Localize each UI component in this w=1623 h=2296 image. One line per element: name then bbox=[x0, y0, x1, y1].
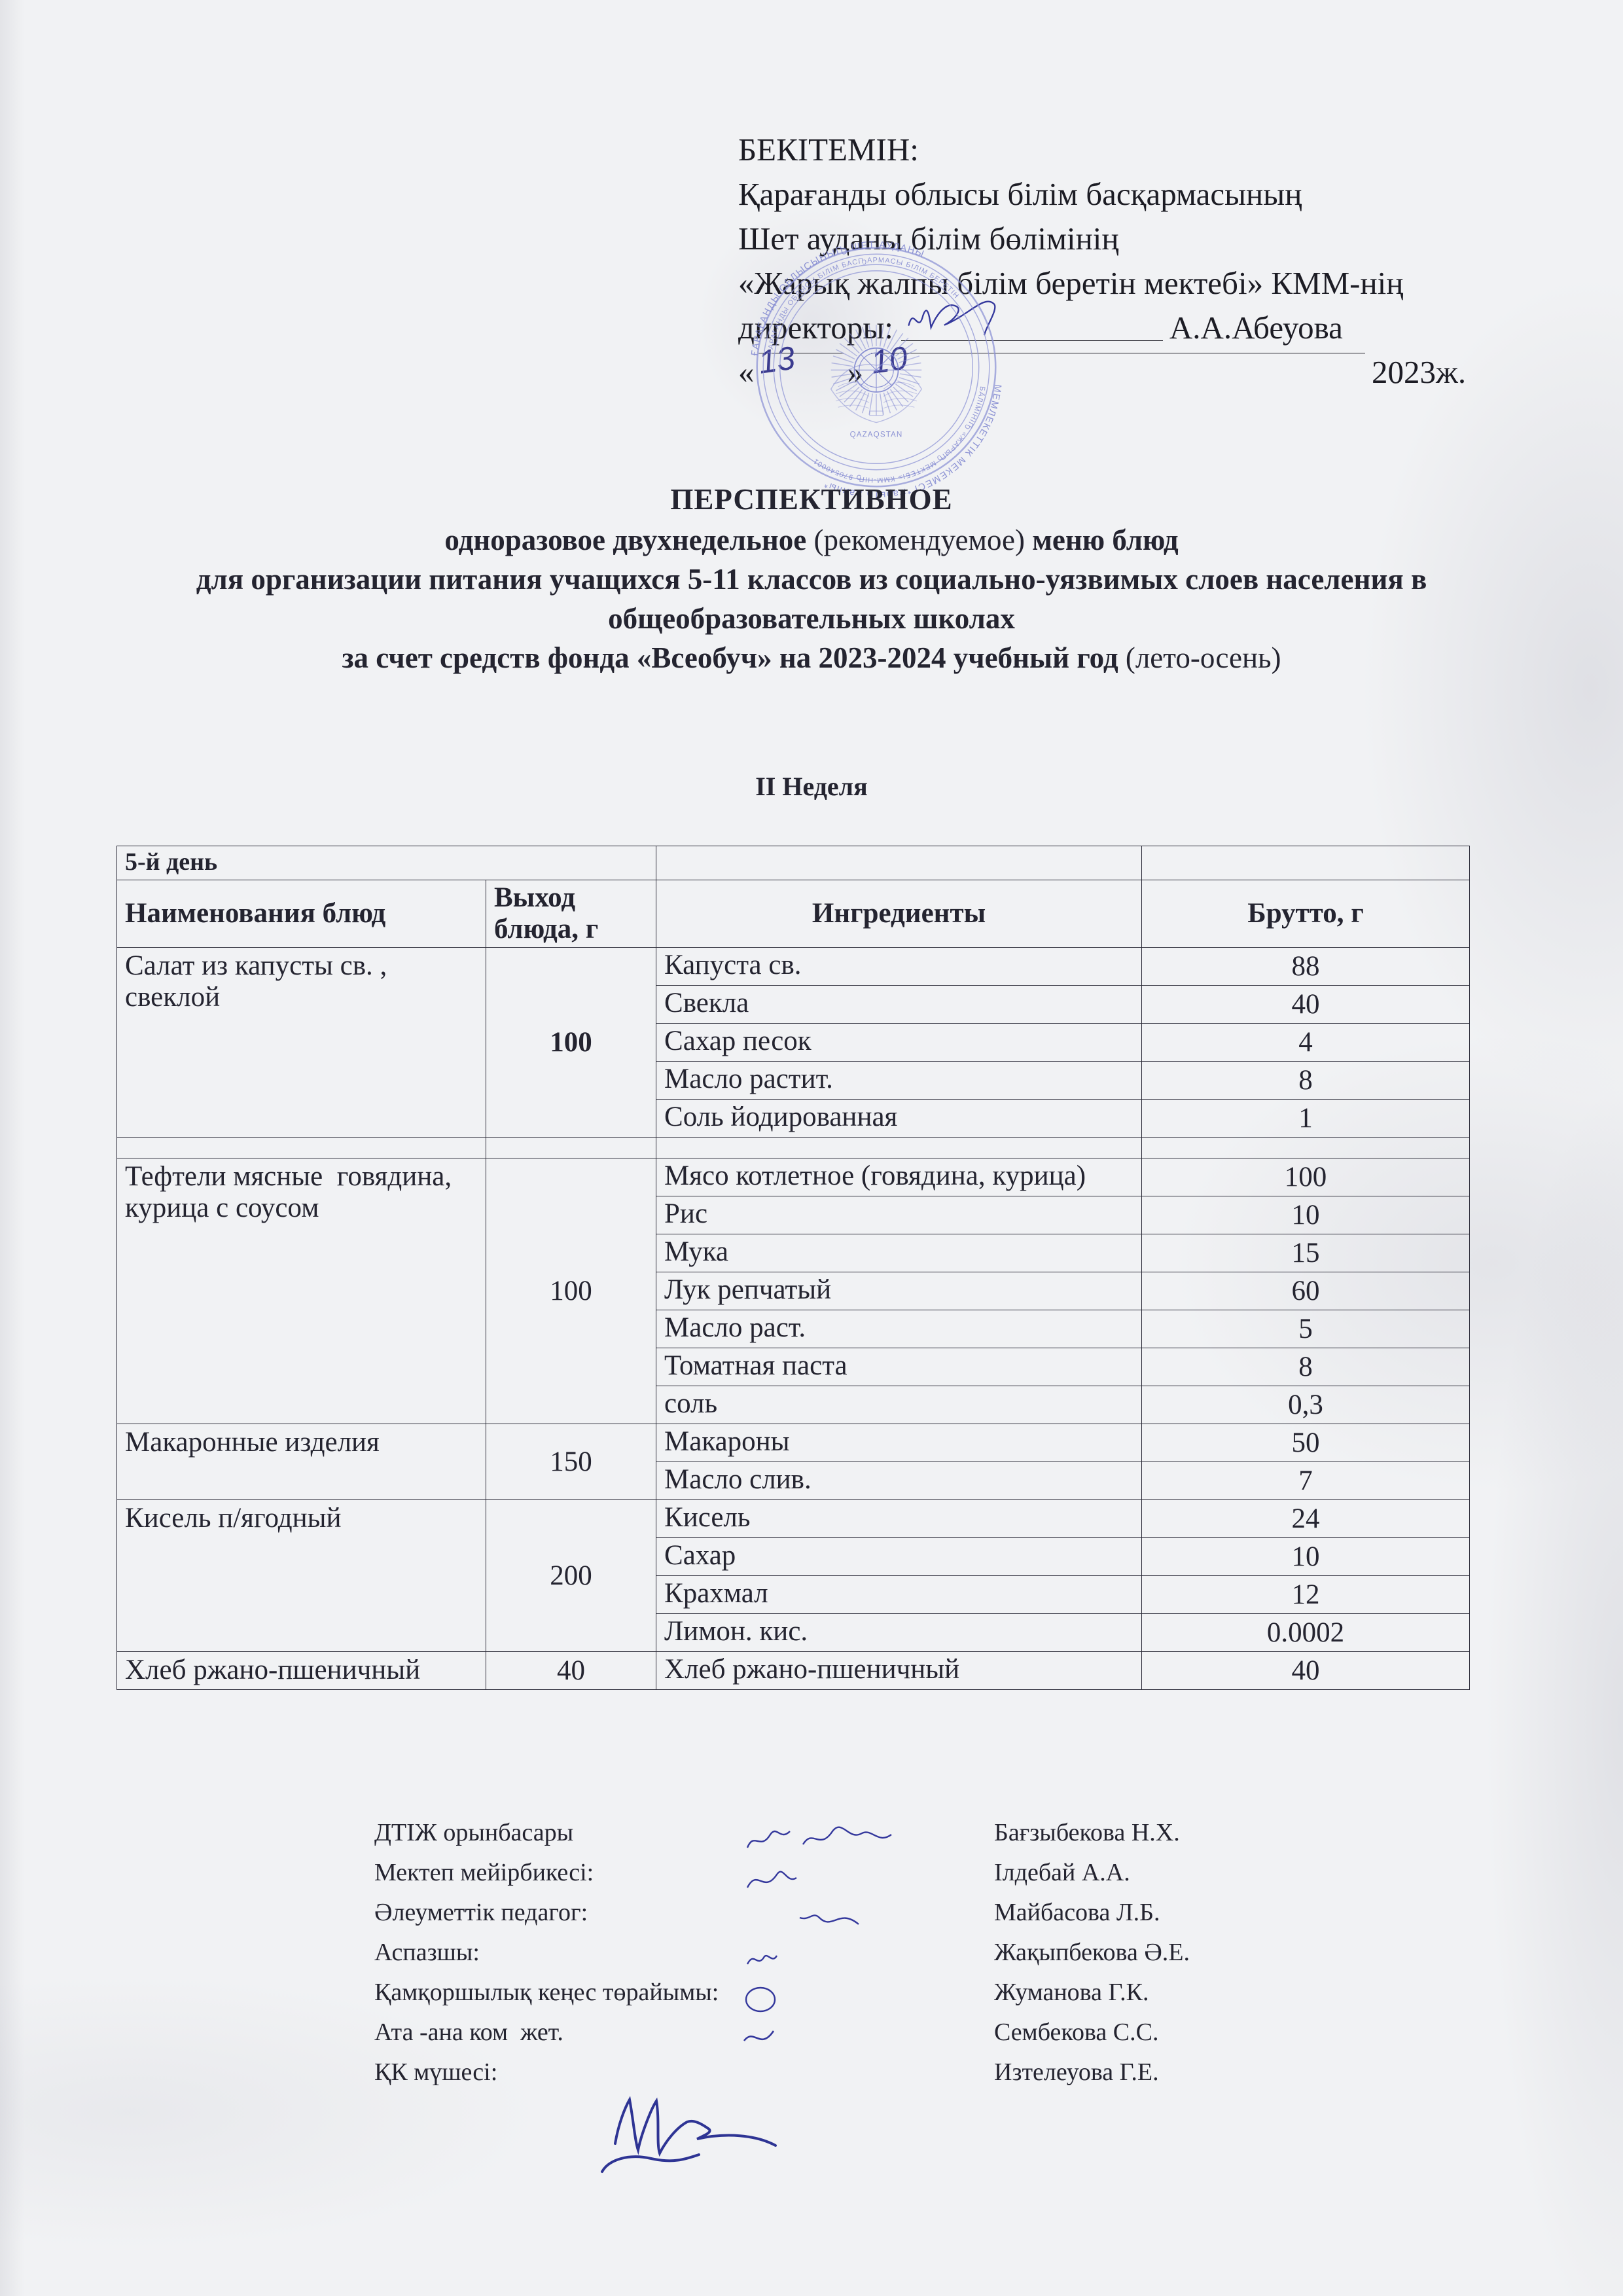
svg-text:QAZAQSTAN: QAZAQSTAN bbox=[850, 430, 903, 439]
